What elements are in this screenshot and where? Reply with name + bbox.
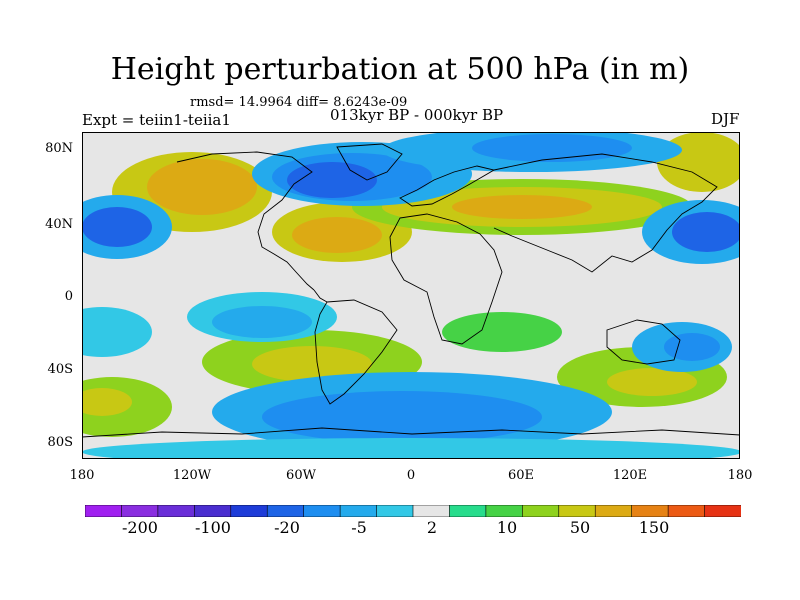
central-america-coast (313, 289, 328, 303)
colorbar-swatch (230, 505, 268, 517)
colorbar-swatch (157, 505, 195, 517)
colorbar-swatch (194, 505, 232, 517)
colorbar (85, 505, 741, 517)
negative-anomalies (82, 132, 740, 459)
colorbar-label: -20 (274, 518, 300, 537)
colorbar-label: 50 (569, 518, 591, 537)
stats-line: rmsd= 14.9964 diff= 8.6243e-09 (190, 95, 408, 110)
y-tick-label: 0 (64, 289, 73, 304)
colorbar-label: -200 (122, 518, 158, 537)
plot-title: Height perturbation at 500 hPa (in m) (110, 52, 690, 87)
colorbar-swatch (558, 505, 596, 517)
y-tick-label: 40S (47, 362, 73, 377)
x-tick-label: 180 (69, 468, 95, 483)
x-tick-label: 60W (286, 468, 316, 483)
australia-coast (606, 319, 681, 365)
x-tick-label: 120E (612, 468, 648, 483)
colorbar-label: -100 (195, 518, 231, 537)
y-tick-label: 40N (45, 217, 73, 232)
south-america-coast (314, 299, 398, 405)
x-tick-label: 60E (507, 468, 535, 483)
period-label: 013kyr BP - 000kyr BP (330, 106, 504, 124)
colorbar-swatch (594, 505, 633, 517)
colorbar-label: -5 (351, 518, 367, 537)
antarctica-coast (82, 427, 740, 438)
colorbar-swatch (266, 505, 305, 517)
colorbar-label: 2 (426, 518, 438, 537)
coastlines (82, 143, 740, 438)
season-label: DJF (711, 110, 740, 128)
x-tick-label: 0 (406, 468, 416, 483)
colorbar-swatch (631, 505, 669, 517)
africa-coast (389, 213, 503, 345)
colorbar-swatch (667, 505, 706, 517)
colorbar-swatch (485, 505, 523, 517)
y-tick-label: 80S (47, 435, 73, 450)
x-tick-label: 180 (727, 468, 753, 483)
colorbar-swatch (449, 505, 487, 517)
colorbar-swatch (85, 505, 123, 517)
positive-anomalies (82, 132, 740, 437)
colorbar-swatch (339, 505, 378, 517)
north-america-coast (176, 151, 315, 291)
contour-map (82, 132, 740, 459)
colorbar-label: 150 (638, 518, 670, 537)
colorbar-swatch (412, 505, 451, 517)
greenland-coast (336, 143, 403, 181)
asia-coast (493, 153, 718, 273)
colorbar-swatch (303, 505, 341, 517)
x-tick-label: 120W (172, 468, 212, 483)
experiment-label: Expt = teiin1-teiia1 (82, 111, 231, 129)
colorbar-swatch (376, 505, 414, 517)
colorbar-label: 10 (496, 518, 518, 537)
colorbar-swatch (704, 505, 741, 517)
colorbar-swatch (121, 505, 159, 517)
map-frame (82, 132, 740, 459)
y-tick-label: 80N (45, 141, 73, 156)
colorbar-swatch (522, 505, 560, 517)
